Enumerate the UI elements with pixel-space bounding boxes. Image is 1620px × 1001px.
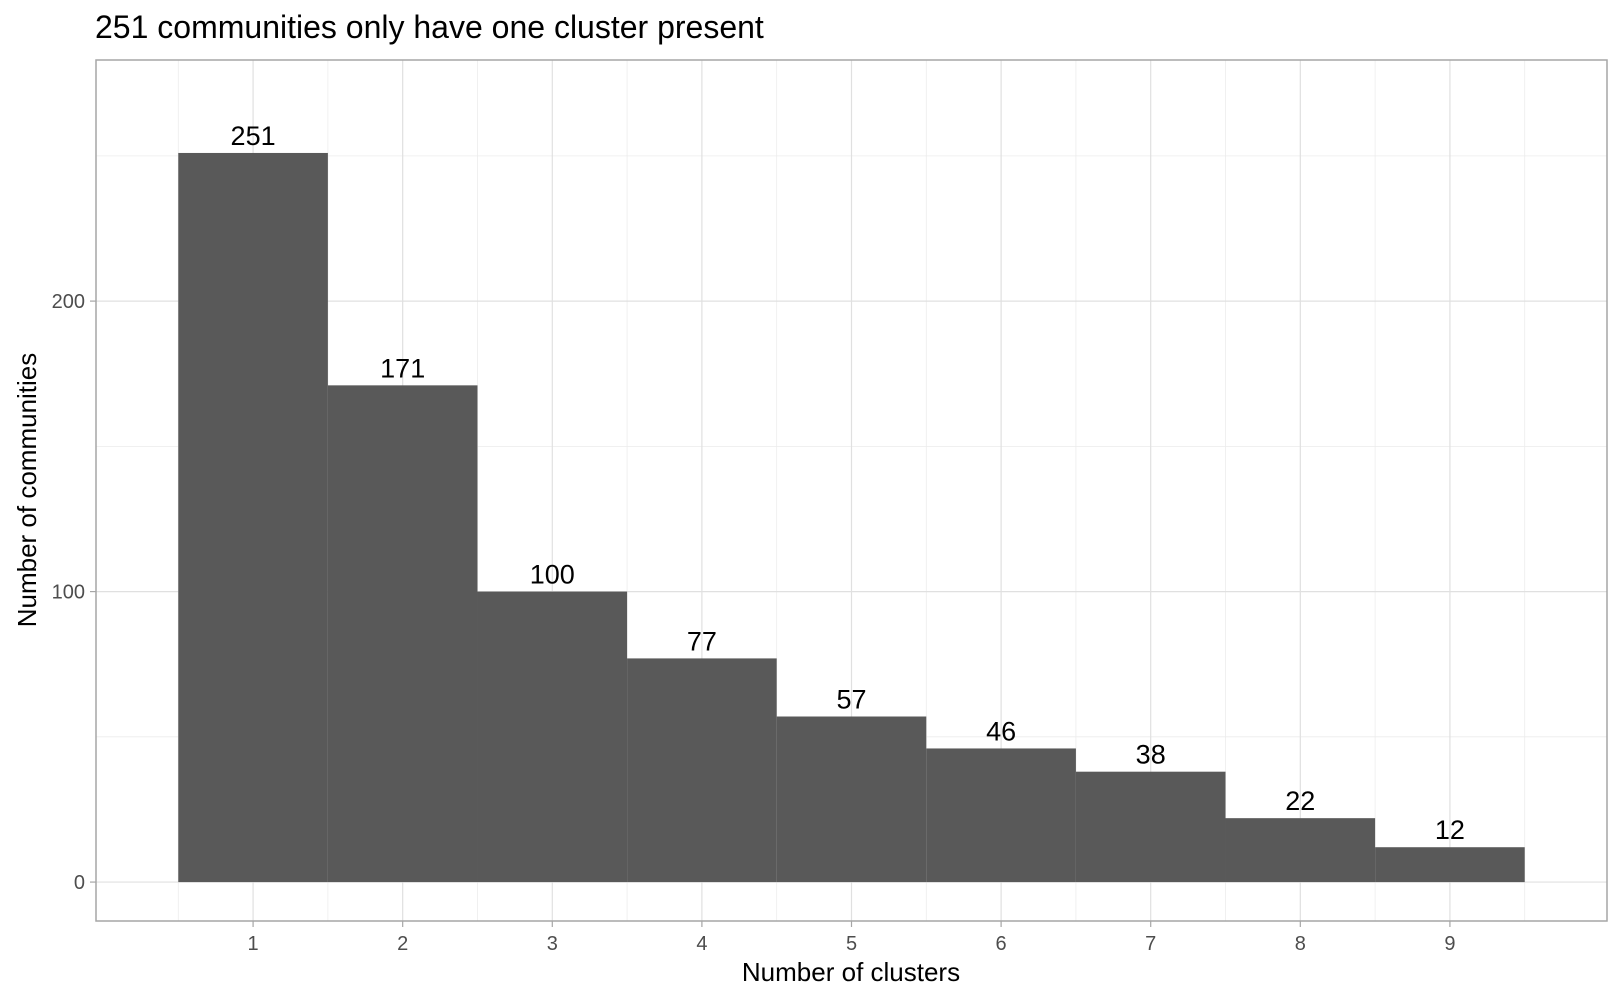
bar-7 bbox=[1075, 771, 1226, 883]
x-axis: 1 2 3 4 5 6 7 8 9 bbox=[248, 921, 1455, 955]
x-tick-label: 3 bbox=[547, 933, 558, 955]
data-label-1: 251 bbox=[231, 121, 276, 151]
y-tick-label: 0 bbox=[74, 872, 85, 894]
y-axis: 0 100 200 bbox=[52, 291, 96, 894]
bar-2 bbox=[327, 385, 478, 883]
data-label-4: 77 bbox=[687, 626, 717, 656]
bar-6 bbox=[926, 748, 1076, 883]
data-label-2: 171 bbox=[380, 353, 425, 383]
y-axis-title: Number of communities bbox=[12, 353, 42, 628]
x-tick-label: 4 bbox=[696, 933, 707, 955]
bar-4 bbox=[627, 658, 777, 883]
data-label-3: 100 bbox=[530, 560, 575, 590]
x-tick-label: 9 bbox=[1444, 933, 1455, 955]
x-axis-title: Number of clusters bbox=[742, 957, 960, 987]
bars bbox=[178, 152, 1525, 883]
bar-9 bbox=[1375, 847, 1525, 883]
data-label-8: 22 bbox=[1285, 786, 1315, 816]
data-label-6: 46 bbox=[986, 716, 1016, 746]
chart-title: 251 communities only have one cluster pr… bbox=[95, 9, 764, 45]
x-tick-label: 6 bbox=[996, 933, 1007, 955]
data-label-5: 57 bbox=[836, 684, 866, 714]
data-label-9: 12 bbox=[1435, 815, 1465, 845]
x-tick-label: 8 bbox=[1295, 933, 1306, 955]
bar-1 bbox=[178, 152, 328, 883]
x-tick-label: 5 bbox=[846, 933, 857, 955]
x-tick-label: 1 bbox=[248, 933, 259, 955]
data-label-7: 38 bbox=[1136, 740, 1166, 770]
bar-5 bbox=[776, 716, 927, 883]
bar-8 bbox=[1225, 818, 1376, 883]
y-tick-label: 100 bbox=[52, 582, 85, 604]
x-tick-label: 7 bbox=[1145, 933, 1156, 955]
data-labels: 251 171 100 77 57 46 38 22 12 bbox=[231, 121, 1465, 845]
y-tick-label: 200 bbox=[52, 291, 85, 313]
x-tick-label: 2 bbox=[397, 933, 408, 955]
bar-3 bbox=[477, 591, 628, 883]
